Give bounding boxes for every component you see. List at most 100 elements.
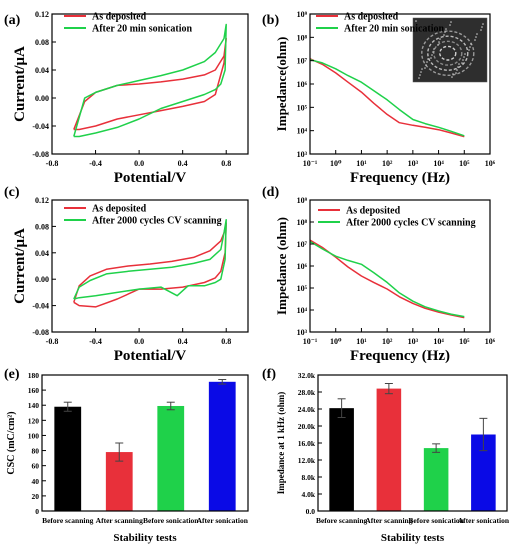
- y-tick-label: 0.0: [306, 507, 316, 516]
- inset-speck: [415, 20, 417, 22]
- x-tick-label: 10¹: [356, 337, 367, 346]
- x-tick-label: 10¹: [356, 159, 367, 168]
- y-tick-label: 0.12: [35, 196, 49, 205]
- x-tick-label: -0.4: [89, 159, 102, 168]
- inset-speck: [481, 26, 483, 28]
- inset-speck: [456, 69, 458, 71]
- inset-speck: [425, 64, 427, 66]
- x-tick-label: 0.0: [134, 159, 144, 168]
- legend-entry: After 20 min sonication: [92, 24, 193, 35]
- inset-speck: [444, 31, 446, 33]
- y-axis-label: CSC (mC/cm²): [6, 411, 17, 474]
- x-tick-label: 10⁶: [485, 159, 496, 168]
- y-axis-label: Impedance at 1 kHz (ohm): [276, 392, 286, 495]
- inset-speck: [463, 56, 465, 58]
- inset-sem-image: [412, 17, 488, 83]
- legend-entry: As deposited: [92, 204, 147, 215]
- x-tick-label: 10⁶: [485, 337, 496, 346]
- y-tick-label: 160: [28, 386, 40, 395]
- inset-speck: [419, 74, 421, 76]
- inset-ring: [439, 45, 457, 61]
- series-line-green: [73, 23, 227, 138]
- series-line-green: [309, 58, 465, 137]
- category-label: Before scanning: [42, 516, 94, 525]
- x-tick-label: 10⁰: [330, 159, 342, 168]
- plot-frame-a: [51, 13, 249, 155]
- inset-ring: [427, 35, 469, 71]
- y-tick-label: 180: [28, 371, 40, 380]
- y-tick-label: 0.08: [35, 222, 49, 231]
- x-axis-label: Stability tests: [113, 532, 177, 544]
- y-tick-label: 0.00: [35, 94, 49, 103]
- legend-entry: As deposited: [344, 12, 399, 23]
- x-tick-label: 0.0: [134, 337, 144, 346]
- y-tick-label: 40: [32, 477, 40, 486]
- x-axis-label: Stability tests: [381, 532, 445, 544]
- y-tick-label: 8.0k: [301, 473, 315, 482]
- bar-black: [54, 406, 82, 511]
- y-tick-label: 0: [35, 507, 39, 516]
- category-label: Before sonication: [143, 516, 199, 525]
- y-tick-label: 16.0k: [298, 439, 316, 448]
- legend-entry: After 20 min sonication: [344, 24, 445, 35]
- panel-label: (a): [4, 13, 21, 28]
- y-tick-label: 20.0k: [298, 422, 316, 431]
- category-label: Before sonication: [408, 516, 464, 525]
- y-tick-label: 10⁴: [297, 306, 308, 315]
- x-tick-label: 0.8: [221, 337, 231, 346]
- panel-e: (e) Before scanning After scanning Before s…: [4, 367, 249, 544]
- category-label: After sonication: [197, 516, 249, 525]
- x-axis-label: Potential/V: [114, 348, 187, 364]
- panel-label: (f): [262, 367, 276, 382]
- category-label: Before scanning: [316, 516, 368, 525]
- legend-entry: After 2000 cycles CV scanning: [92, 216, 222, 227]
- y-tick-label: 10⁶: [297, 262, 308, 271]
- panel-label: (b): [262, 13, 279, 28]
- y-tick-label: 100: [28, 431, 40, 440]
- y-tick-label: 10³: [297, 328, 308, 337]
- inset-speck: [438, 41, 440, 43]
- inset-speck: [470, 43, 472, 45]
- inset-ring: [421, 30, 475, 77]
- y-tick-label: 10⁷: [297, 240, 308, 249]
- inset-speck: [427, 58, 429, 60]
- x-tick-label: 10⁴: [433, 337, 444, 346]
- bar-green: [157, 405, 185, 511]
- inset-speck: [457, 66, 459, 68]
- y-tick-label: 140: [28, 401, 40, 410]
- series-line-red: [73, 37, 227, 131]
- y-tick-label: -0.08: [32, 150, 49, 159]
- y-tick-label: -0.04: [32, 122, 49, 131]
- bar-black: [329, 408, 354, 511]
- y-axis-label: Impedance (ohm): [274, 217, 289, 315]
- y-tick-label: 10⁶: [297, 80, 308, 89]
- inset-speck: [468, 49, 470, 51]
- y-tick-label: 60: [32, 462, 40, 471]
- y-tick-label: 120: [28, 416, 40, 425]
- category-label: After scanning: [96, 516, 143, 525]
- panel-d: (d) 10⁻¹ 10⁰ 10¹ 10² 10³ 10⁴ 10⁵ 10⁶ 10³ 10⁴ 10⁵ 10⁶…: [262, 185, 496, 364]
- panel-label: (e): [4, 367, 20, 382]
- y-tick-label: 0.12: [35, 10, 49, 19]
- inset-speck: [437, 44, 439, 46]
- inset-speck: [462, 59, 464, 61]
- y-axis-label: Current/μA: [12, 228, 28, 304]
- x-tick-label: 10⁵: [459, 159, 470, 168]
- inset-ring: [433, 40, 463, 66]
- y-tick-label: 10⁷: [297, 57, 308, 66]
- inset-speck: [431, 54, 433, 56]
- inset-speck: [421, 68, 423, 70]
- y-axis-label: Current/μA: [12, 46, 28, 122]
- y-axis-label: Impedance(ohm): [274, 37, 289, 132]
- y-tick-label: 10⁸: [297, 33, 308, 42]
- y-tick-label: 20: [32, 492, 40, 501]
- category-label: After sonication: [458, 516, 510, 525]
- bar-green: [423, 448, 449, 511]
- x-tick-label: 10⁴: [433, 159, 444, 168]
- x-tick-label: 10⁻¹: [303, 159, 318, 168]
- inset-speck: [443, 34, 445, 36]
- legend-entry: After 2000 cycles CV scanning: [346, 218, 476, 229]
- y-tick-label: 28.0k: [298, 388, 316, 397]
